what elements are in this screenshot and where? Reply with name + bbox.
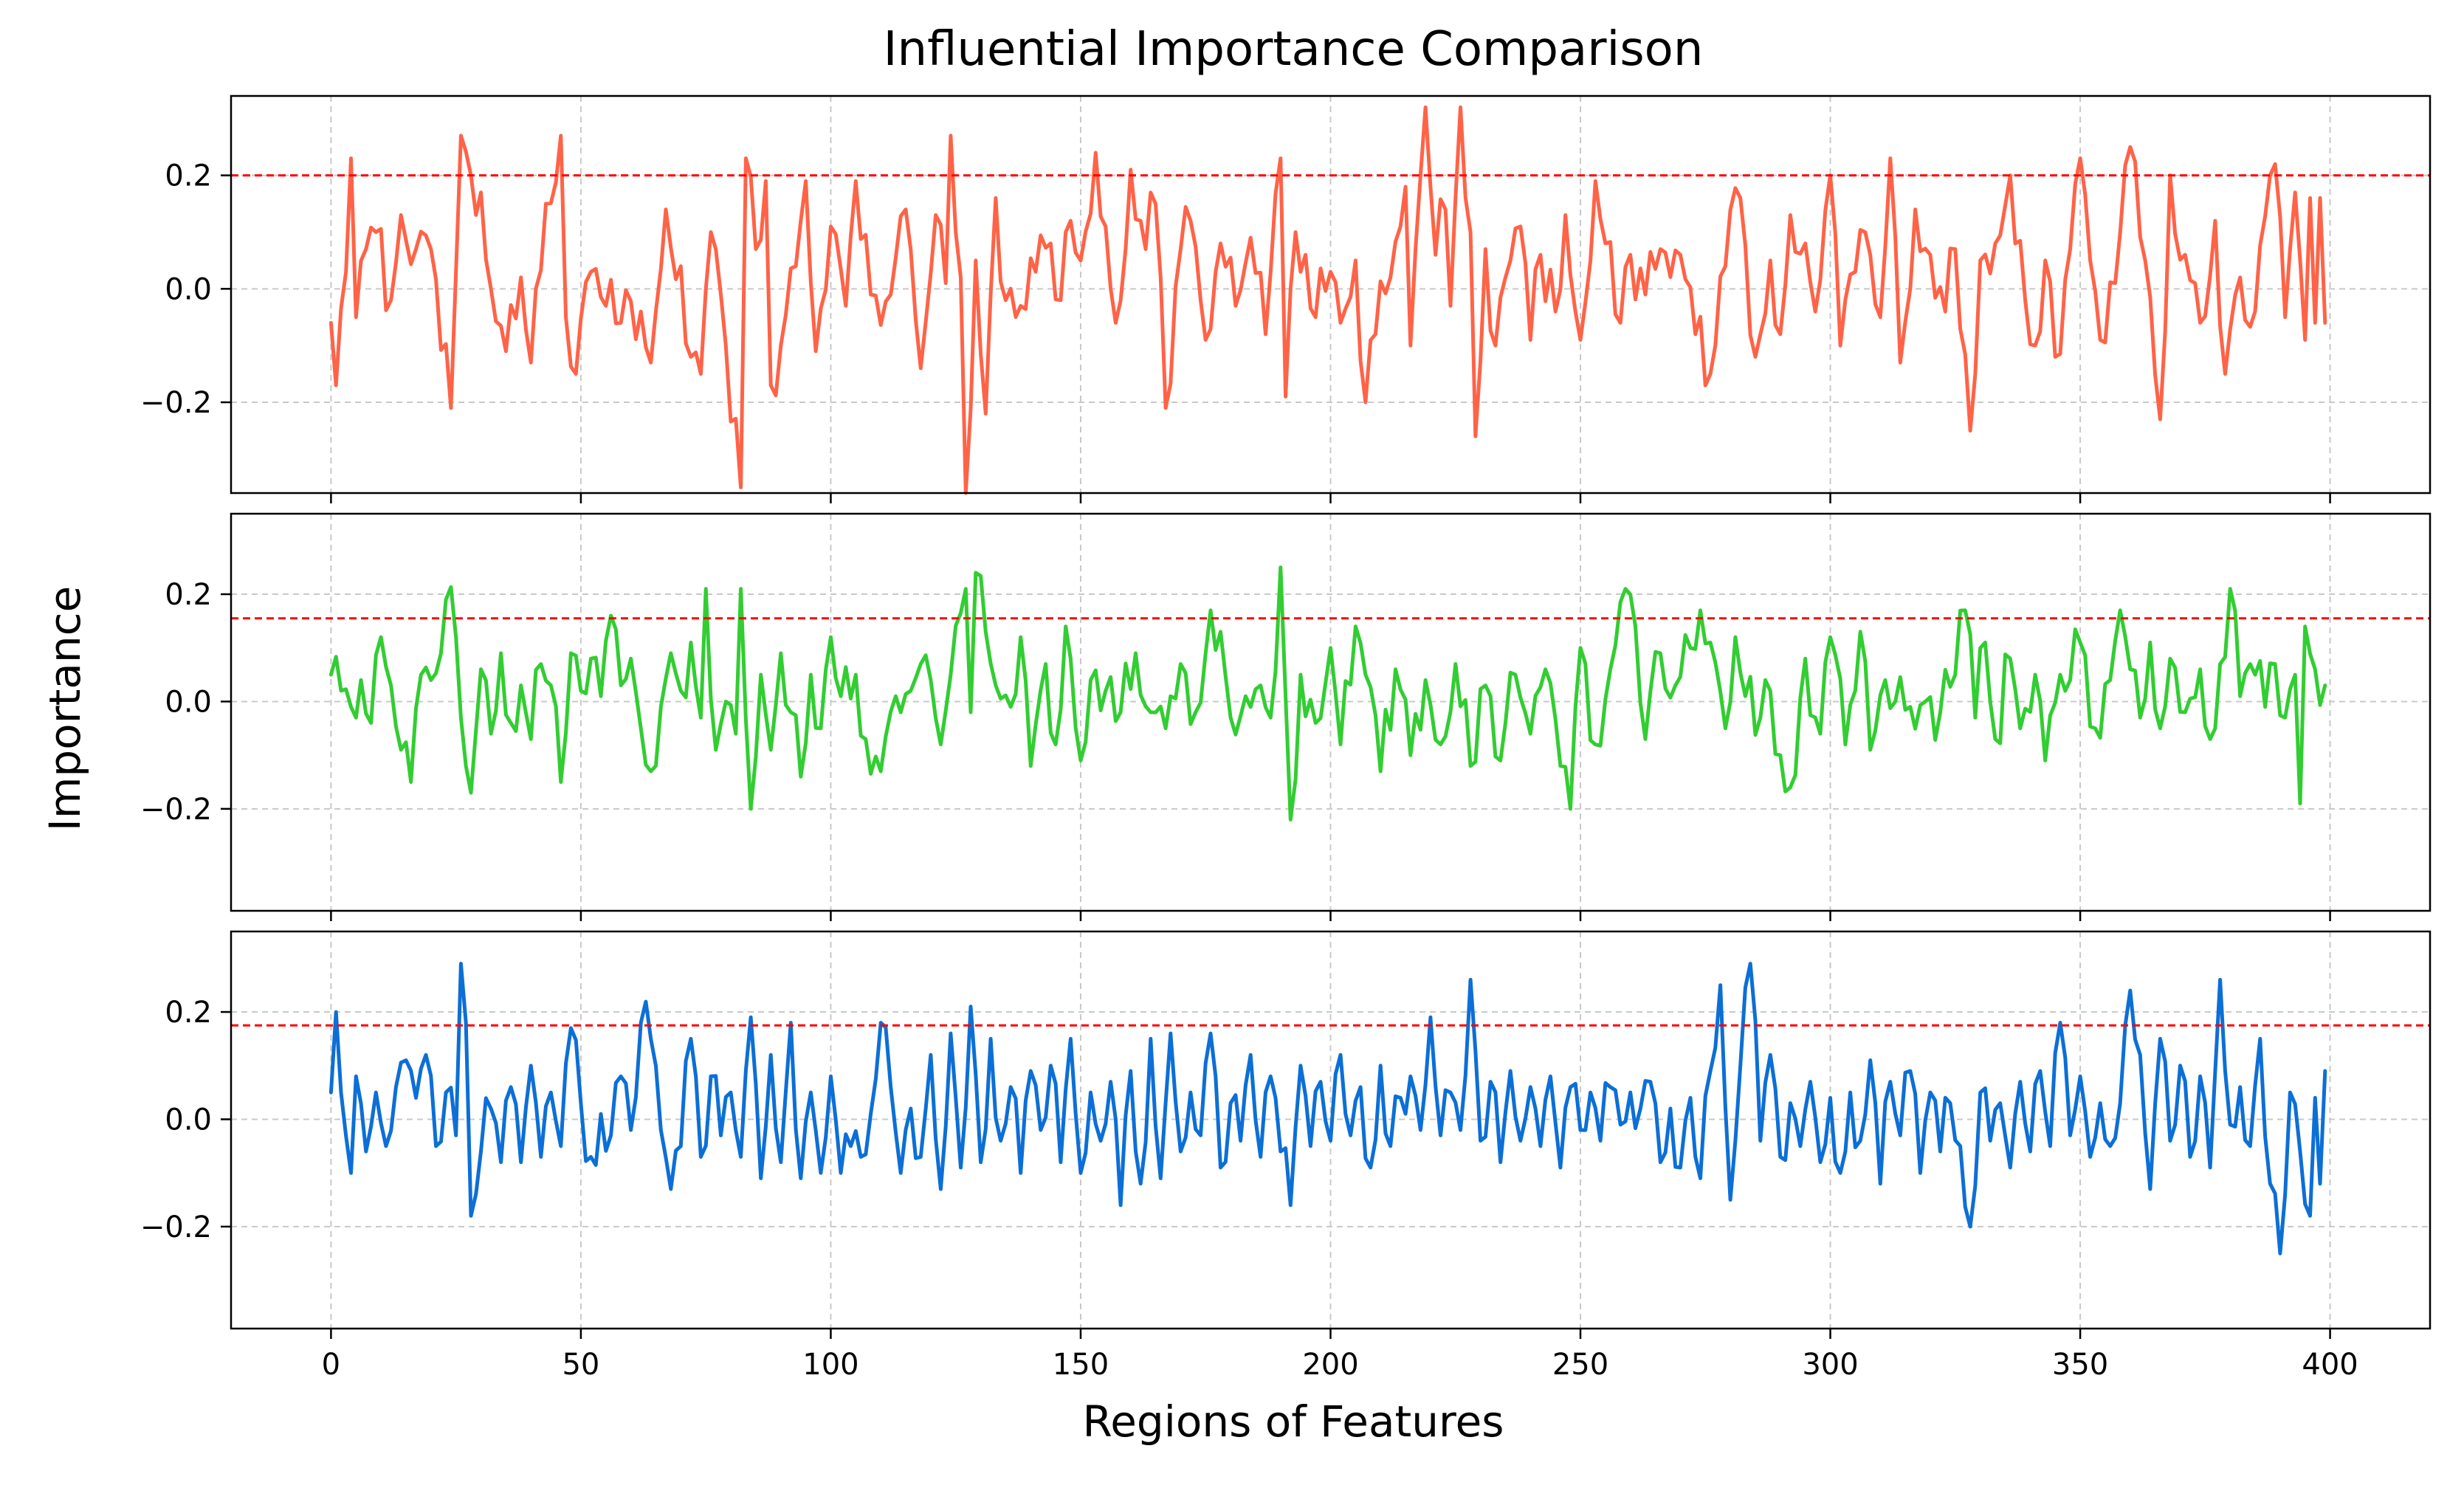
panel-3-ytick-label-2: 0.2 xyxy=(165,996,212,1030)
panel-2-series-line xyxy=(328,565,2327,822)
x-tick-label-0: 0 xyxy=(322,1348,340,1382)
panel-1-ytick-label-1: 0.0 xyxy=(165,272,212,306)
panel-2: −0.2 0.0 0.2 xyxy=(140,512,2432,921)
panel-1-ytick-label-2: 0.2 xyxy=(165,159,212,193)
panel-3-ytick-label-0: −0.2 xyxy=(140,1210,212,1244)
x-tick-label-7: 350 xyxy=(2052,1348,2108,1382)
panels-group: −0.2 0.0 0.2 −0.2 0.0 0.2 −0.2 0.0 0.2 0 50 100 150 2… xyxy=(140,94,2432,1382)
y-axis-label: Importance xyxy=(40,586,90,831)
panel-1-ytick-label-0: −0.2 xyxy=(140,386,212,420)
x-tick-label-8: 400 xyxy=(2302,1348,2358,1382)
panel-3: −0.2 0.0 0.2 0 50 100 150 200 250 300 350 400 xyxy=(140,930,2432,1382)
x-axis-label: Regions of Features xyxy=(1083,1396,1504,1447)
panel-2-ytick-label-1: 0.0 xyxy=(165,685,212,719)
panel-3-frame xyxy=(230,930,2432,1330)
panel-3-series-line xyxy=(328,962,2327,1256)
x-tick-label-5: 250 xyxy=(1552,1348,1608,1382)
x-tick-label-2: 100 xyxy=(802,1348,858,1382)
x-tick-label-4: 200 xyxy=(1302,1348,1358,1382)
chart-title: Influential Importance Comparison xyxy=(884,22,1704,77)
x-tick-label-1: 50 xyxy=(562,1348,599,1382)
x-tick-label-6: 300 xyxy=(1802,1348,1858,1382)
panel-1-series-line xyxy=(328,105,2327,495)
panel-2-ytick-label-2: 0.2 xyxy=(165,578,212,612)
x-tick-label-3: 150 xyxy=(1053,1348,1109,1382)
panel-1-frame xyxy=(230,94,2432,495)
panel-2-frame xyxy=(230,512,2432,912)
panel-1: −0.2 0.0 0.2 xyxy=(140,94,2432,503)
panel-3-ytick-label-1: 0.0 xyxy=(165,1103,212,1137)
panel-2-ytick-label-0: −0.2 xyxy=(140,793,212,827)
